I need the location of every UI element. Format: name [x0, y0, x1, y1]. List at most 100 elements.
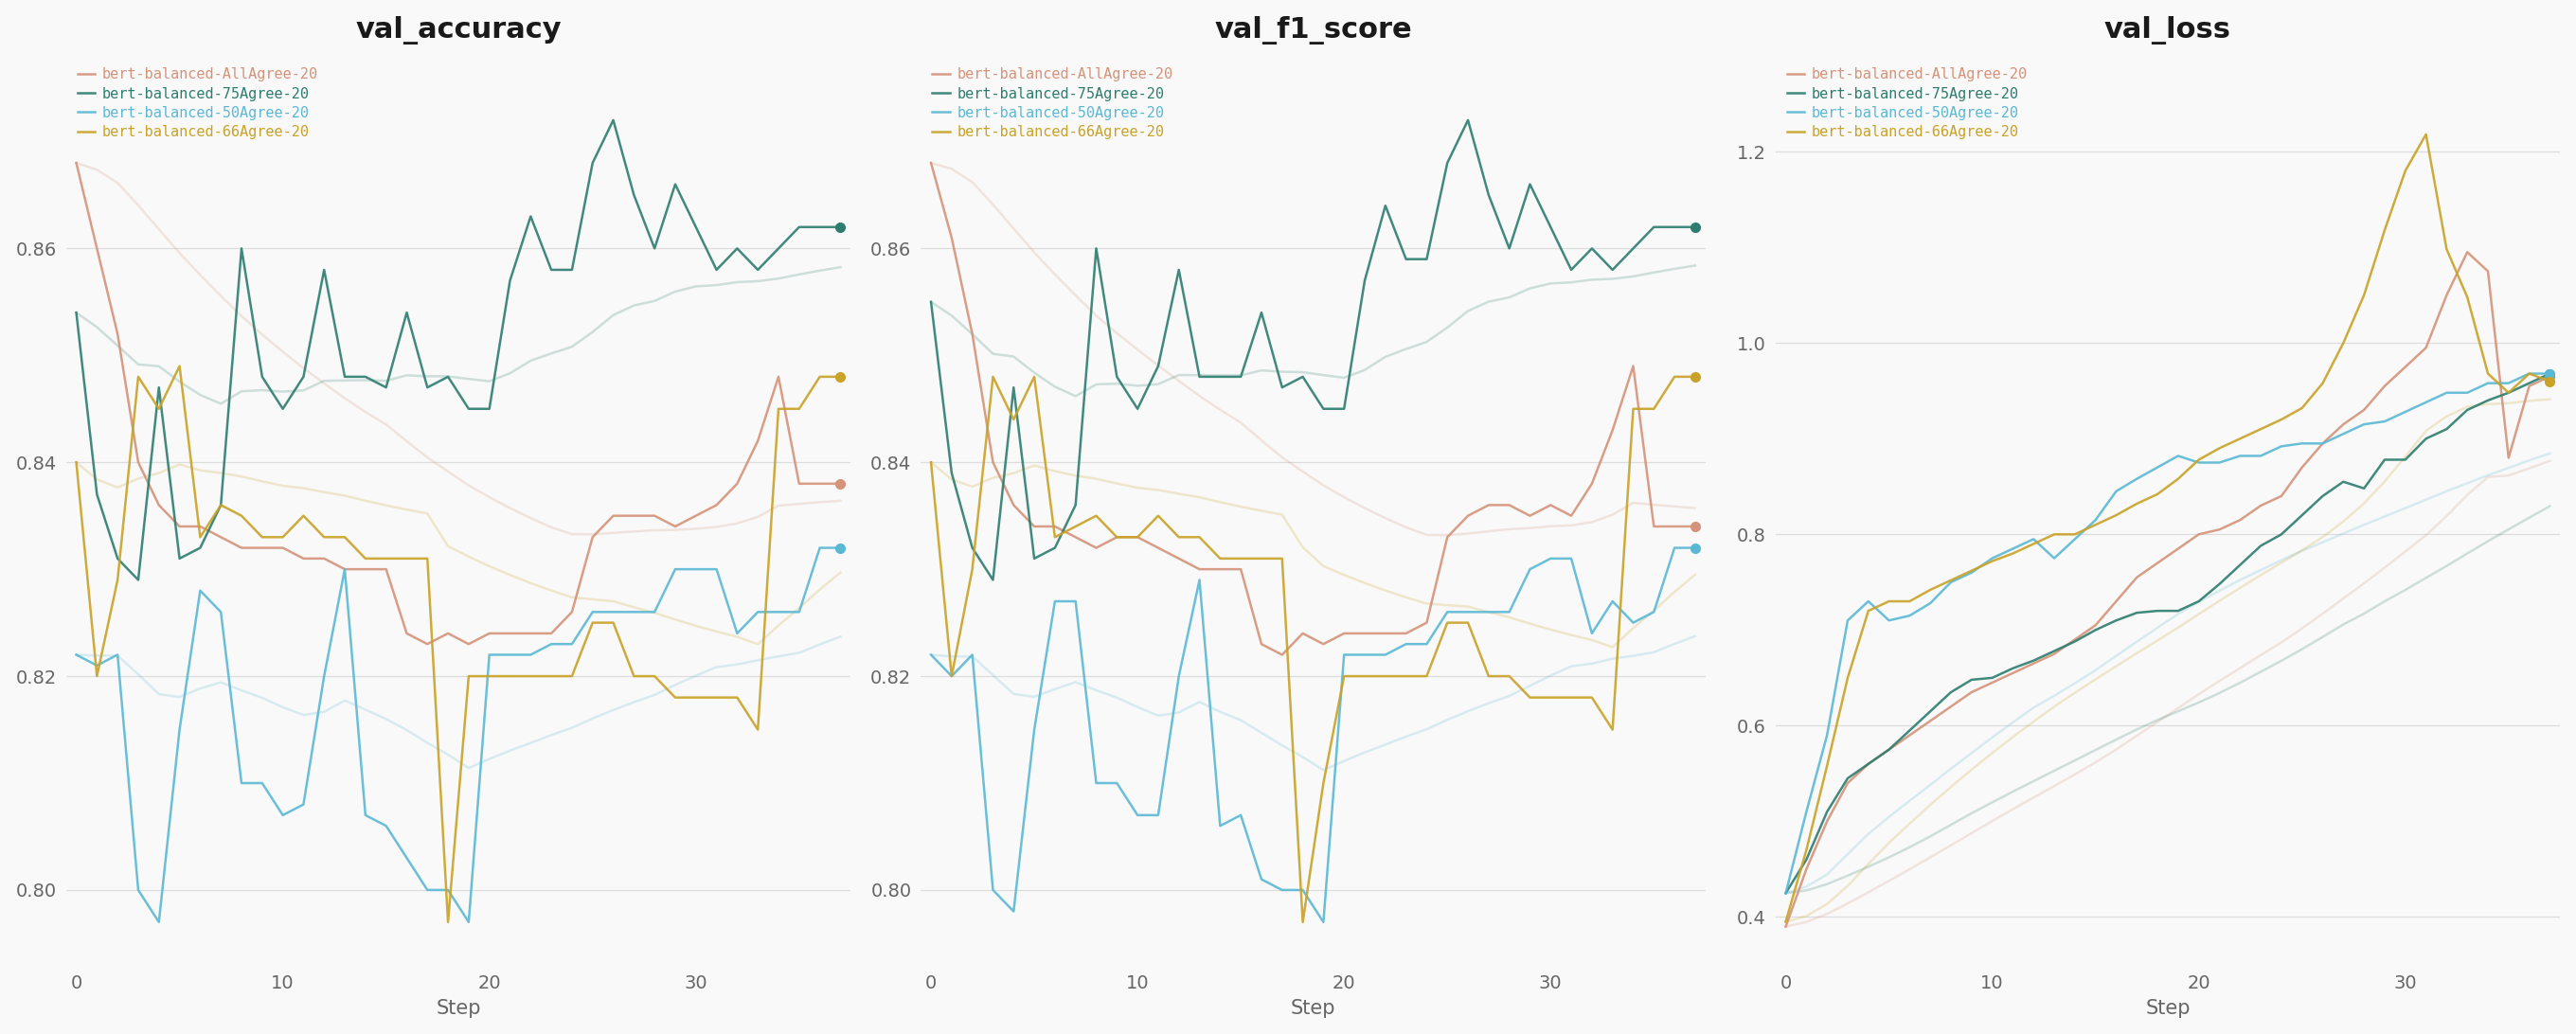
Line: bert-balanced-75Agree-20: bert-balanced-75Agree-20 — [77, 120, 840, 580]
bert-balanced-AllAgree-20 — [1618, 360, 1649, 372]
bert-balanced-66Agree-20 — [185, 530, 216, 543]
bert-balanced-50Agree-20 — [824, 542, 855, 554]
bert-balanced-50Agree-20 — [227, 777, 258, 789]
bert-balanced-50Agree-20 — [762, 606, 793, 618]
bert-balanced-75Agree-20 — [1123, 402, 1154, 415]
bert-balanced-75Agree-20 — [124, 574, 155, 586]
bert-balanced-75Agree-20 — [2058, 635, 2089, 647]
bert-balanced-75Agree-20 — [956, 542, 987, 554]
bert-balanced-50Agree-20 — [2329, 428, 2360, 440]
bert-balanced-66Agree-20 — [1082, 510, 1113, 522]
bert-balanced-50Agree-20 — [1811, 729, 1842, 741]
bert-balanced-75Agree-20 — [1618, 242, 1649, 254]
Title: val_f1_score: val_f1_score — [1213, 16, 1412, 44]
bert-balanced-66Agree-20 — [2473, 367, 2504, 379]
bert-balanced-75Agree-20 — [1144, 360, 1175, 372]
bert-balanced-75Agree-20 — [2473, 394, 2504, 406]
bert-balanced-75Agree-20 — [289, 370, 319, 383]
bert-balanced-66Agree-20 — [1473, 670, 1504, 682]
bert-balanced-75Agree-20 — [1412, 253, 1443, 266]
bert-balanced-75Agree-20 — [350, 370, 381, 383]
bert-balanced-50Agree-20 — [1873, 614, 1904, 627]
bert-balanced-75Agree-20 — [1432, 157, 1463, 170]
bert-balanced-AllAgree-20 — [1041, 520, 1072, 533]
bert-balanced-50Agree-20 — [2099, 485, 2130, 497]
bert-balanced-66Agree-20 — [598, 616, 629, 629]
bert-balanced-50Agree-20 — [1955, 567, 1986, 579]
bert-balanced-66Agree-20 — [824, 370, 855, 383]
bert-balanced-50Agree-20 — [1852, 596, 1883, 608]
bert-balanced-75Agree-20 — [144, 382, 175, 394]
bert-balanced-AllAgree-20 — [824, 478, 855, 490]
bert-balanced-66Agree-20 — [742, 724, 773, 736]
bert-balanced-AllAgree-20 — [2329, 418, 2360, 430]
bert-balanced-75Agree-20 — [1790, 853, 1821, 865]
bert-balanced-AllAgree-20 — [1453, 510, 1484, 522]
bert-balanced-AllAgree-20 — [577, 530, 608, 543]
bert-balanced-66Agree-20 — [453, 670, 484, 682]
bert-balanced-50Agree-20 — [2079, 514, 2110, 526]
bert-balanced-50Agree-20 — [1185, 574, 1216, 586]
bert-balanced-75Agree-20 — [309, 264, 340, 276]
bert-balanced-50Agree-20 — [742, 606, 773, 618]
bert-balanced-66Agree-20 — [1206, 552, 1236, 565]
bert-balanced-66Agree-20 — [82, 670, 113, 682]
bert-balanced-50Agree-20 — [371, 820, 402, 832]
X-axis label: Step: Step — [2146, 999, 2190, 1018]
bert-balanced-66Agree-20 — [639, 670, 670, 682]
bert-balanced-AllAgree-20 — [2349, 403, 2380, 416]
bert-balanced-AllAgree-20 — [721, 478, 752, 490]
bert-balanced-75Agree-20 — [1680, 221, 1710, 234]
bert-balanced-50Agree-20 — [2123, 473, 2154, 485]
bert-balanced-50Agree-20 — [1659, 542, 1690, 554]
bert-balanced-66Agree-20 — [2079, 519, 2110, 531]
bert-balanced-75Agree-20 — [2164, 605, 2195, 617]
bert-balanced-75Agree-20 — [433, 370, 464, 383]
bert-balanced-66Agree-20 — [701, 692, 732, 704]
Legend: bert-balanced-AllAgree-20, bert-balanced-75Agree-20, bert-balanced-50Agree-20, b: bert-balanced-AllAgree-20, bert-balanced… — [927, 63, 1177, 144]
bert-balanced-66Agree-20 — [1770, 915, 1801, 927]
bert-balanced-66Agree-20 — [1873, 596, 1904, 608]
bert-balanced-75Agree-20 — [1515, 178, 1546, 190]
bert-balanced-50Agree-20 — [2017, 533, 2048, 545]
bert-balanced-66Agree-20 — [2535, 375, 2566, 388]
bert-balanced-66Agree-20 — [1790, 844, 1821, 856]
bert-balanced-66Agree-20 — [762, 402, 793, 415]
bert-balanced-66Agree-20 — [1638, 402, 1669, 415]
bert-balanced-66Agree-20 — [1329, 670, 1360, 682]
bert-balanced-50Agree-20 — [1267, 884, 1298, 896]
bert-balanced-AllAgree-20 — [2123, 571, 2154, 583]
bert-balanced-AllAgree-20 — [1432, 530, 1463, 543]
bert-balanced-AllAgree-20 — [103, 328, 134, 340]
bert-balanced-50Agree-20 — [935, 670, 966, 682]
bert-balanced-66Agree-20 — [1164, 530, 1195, 543]
bert-balanced-75Agree-20 — [1935, 686, 1965, 698]
bert-balanced-50Agree-20 — [2226, 450, 2257, 462]
bert-balanced-66Agree-20 — [618, 670, 649, 682]
bert-balanced-75Agree-20 — [1494, 242, 1525, 254]
bert-balanced-50Agree-20 — [1535, 552, 1566, 565]
bert-balanced-AllAgree-20 — [2267, 490, 2298, 503]
bert-balanced-50Agree-20 — [309, 670, 340, 682]
bert-balanced-66Agree-20 — [1996, 547, 2027, 559]
Line: bert-balanced-75Agree-20: bert-balanced-75Agree-20 — [930, 120, 1695, 580]
bert-balanced-AllAgree-20 — [1267, 648, 1298, 661]
bert-balanced-50Agree-20 — [1618, 616, 1649, 629]
bert-balanced-66Agree-20 — [1020, 370, 1051, 383]
bert-balanced-75Agree-20 — [103, 552, 134, 565]
bert-balanced-AllAgree-20 — [2099, 596, 2130, 608]
bert-balanced-50Agree-20 — [2370, 416, 2401, 428]
bert-balanced-50Agree-20 — [783, 606, 814, 618]
bert-balanced-50Agree-20 — [2514, 367, 2545, 379]
bert-balanced-66Agree-20 — [412, 552, 443, 565]
bert-balanced-50Agree-20 — [956, 648, 987, 661]
bert-balanced-66Agree-20 — [2123, 497, 2154, 510]
bert-balanced-75Agree-20 — [701, 264, 732, 276]
bert-balanced-75Agree-20 — [721, 242, 752, 254]
bert-balanced-AllAgree-20 — [1350, 628, 1381, 640]
bert-balanced-AllAgree-20 — [2184, 528, 2215, 541]
bert-balanced-50Agree-20 — [1473, 606, 1504, 618]
Line: bert-balanced-50Agree-20: bert-balanced-50Agree-20 — [930, 548, 1695, 922]
bert-balanced-50Agree-20 — [1494, 606, 1525, 618]
bert-balanced-50Agree-20 — [144, 916, 175, 929]
